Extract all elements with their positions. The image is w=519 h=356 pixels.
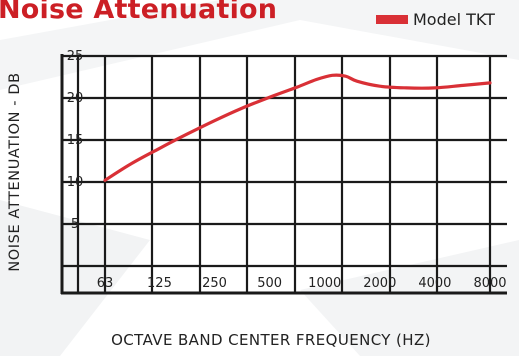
y-tick-label: 20 <box>67 91 84 106</box>
x-tick-label: 250 <box>202 276 227 291</box>
x-tick-label: 125 <box>147 276 172 291</box>
y-tick-label: 10 <box>67 175 84 190</box>
legend: Model TKT <box>376 10 495 29</box>
x-tick-label: 500 <box>257 276 282 291</box>
series-line-model-tkt <box>103 73 492 182</box>
legend-swatch-model-tkt <box>376 15 408 24</box>
chart-title: Noise Attenuation <box>0 0 278 25</box>
legend-label-model-tkt: Model TKT <box>413 10 495 29</box>
x-tick-label: 2000 <box>363 276 396 291</box>
x-tick-label: 4000 <box>418 276 451 291</box>
x-tick-label: 63 <box>97 276 114 291</box>
y-tick-label: 5 <box>71 217 79 232</box>
x-tick-label: 1000 <box>308 276 341 291</box>
y-tick-label: 25 <box>67 49 84 64</box>
y-axis-label: NOISE ATTENUATION - DB <box>7 72 23 272</box>
x-axis-label: OCTAVE BAND CENTER FREQUENCY (HZ) <box>111 331 431 349</box>
y-tick-label: 15 <box>67 133 84 148</box>
x-tick-label: 8000 <box>473 276 506 291</box>
